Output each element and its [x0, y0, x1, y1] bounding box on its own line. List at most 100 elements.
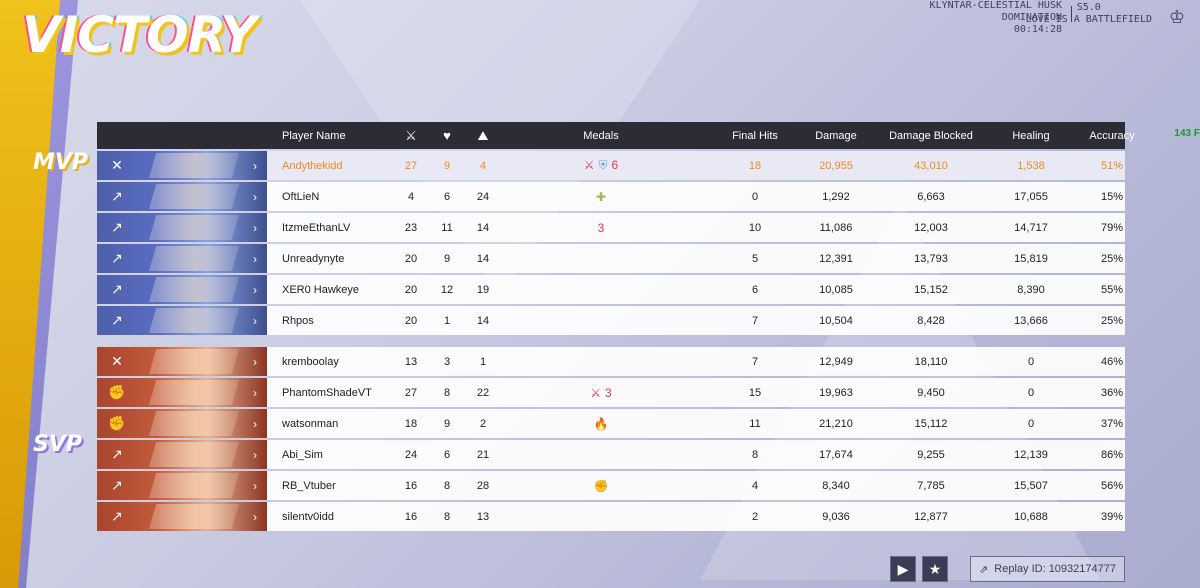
hero-portrait[interactable]: ↗ ›	[97, 440, 267, 469]
player-name: Rhpos	[282, 314, 314, 327]
hero-portrait[interactable]: ↗ ›	[97, 275, 267, 304]
player-row[interactable]: ↗ › ItzmeEthanLV 23 11 14 3 10 11,086 12,003 14,71…	[97, 213, 1125, 242]
chevron-right-icon: ›	[253, 189, 257, 204]
final-hits-value: 0	[751, 190, 759, 203]
hero-image	[149, 277, 239, 302]
hero-portrait[interactable]: ↗ ›	[97, 502, 267, 531]
damage-blocked-value: 15,112	[914, 417, 948, 430]
role-icon: ↗	[111, 508, 123, 524]
hero-image	[149, 473, 239, 498]
healing-value: 15,507	[1014, 479, 1048, 492]
deaths-value: 8	[443, 386, 451, 399]
kills-value: 20	[404, 314, 418, 327]
hero-portrait[interactable]: ✊ ›	[97, 378, 267, 407]
healing-value: 10,688	[1014, 510, 1048, 523]
player-row[interactable]: ↗ › Unreadynyte 20 9 14 5 12,391 13,793 15,819 25%	[97, 244, 1125, 273]
medals: 🔥	[501, 417, 701, 431]
share-icon: ⇗	[979, 563, 989, 576]
deaths-value: 6	[443, 448, 451, 461]
hero-portrait[interactable]: ↗ ›	[97, 213, 267, 242]
medal-icon: 6	[611, 158, 619, 172]
assists-value: 24	[476, 190, 490, 203]
medal-icon: ⚔	[583, 158, 595, 172]
bottom-bar: ▶ ★ ⇗ Replay ID: 10932174777	[890, 556, 1125, 582]
scoreboard-header: Player Name ⚔ ♥ ⛰ Medals Final Hits Dama…	[97, 122, 1135, 149]
damage-blocked-value: 15,152	[914, 283, 948, 296]
hero-portrait[interactable]: ✊ ›	[97, 409, 267, 438]
accuracy-value: 37%	[1100, 417, 1124, 430]
kills-value: 18	[404, 417, 418, 430]
svp-tag: SVP	[33, 432, 82, 457]
role-icon: ↗	[111, 188, 123, 204]
medal-icon: 3	[605, 385, 612, 400]
hero-portrait[interactable]: ✕ ›	[97, 347, 267, 376]
chevron-right-icon: ›	[253, 251, 257, 266]
damage-value: 19,963	[819, 386, 853, 399]
final-hits-value: 11	[749, 417, 761, 430]
damage-blocked-value: 7,785	[917, 479, 945, 492]
healing-value: 0	[1027, 417, 1035, 430]
healing-value: 0	[1027, 386, 1035, 399]
hero-image	[149, 504, 239, 529]
hero-image	[149, 215, 239, 240]
player-row[interactable]: ✕ › Andythekidd 27 9 4 ⚔ ⛨ 6 18 20,955 43,010 1,538 5…	[97, 151, 1125, 180]
healing-value: 1,538	[1017, 159, 1045, 172]
chevron-right-icon: ›	[253, 478, 257, 493]
chevron-right-icon: ›	[253, 385, 257, 400]
assists-value: 14	[476, 314, 490, 327]
hero-portrait[interactable]: ↗ ›	[97, 182, 267, 211]
favorite-button[interactable]: ★	[922, 556, 949, 582]
medal-icon: ✚	[595, 189, 607, 204]
accuracy-value: 25%	[1100, 314, 1124, 327]
match-info: KLYNTAR-CELESTIAL HUSK DOMINATION 00:14:…	[930, 0, 1062, 36]
deaths-value: 11	[441, 221, 453, 234]
damage-value: 12,949	[819, 355, 853, 368]
hero-portrait[interactable]: ↗ ›	[97, 306, 267, 335]
hero-portrait[interactable]: ✕ ›	[97, 151, 267, 180]
player-row[interactable]: ✕ › kremboolay 13 3 1 7 12,949 18,110 0 46%	[97, 347, 1125, 376]
kills-value: 27	[404, 159, 418, 172]
player-name: kremboolay	[282, 355, 339, 368]
chevron-right-icon: ›	[253, 416, 257, 431]
role-icon: ↗	[111, 446, 123, 462]
player-row[interactable]: ✊ › PhantomShadeVT 27 8 22 ⚔ 3 15 19,963 9,450 0 36%	[97, 378, 1125, 407]
play-button[interactable]: ▶	[890, 556, 917, 582]
assists-value: 14	[476, 252, 490, 265]
header-medals: Medals	[583, 129, 619, 142]
final-hits-value: 18	[748, 159, 762, 172]
divider	[1071, 6, 1072, 22]
healing-value: 17,055	[1014, 190, 1048, 203]
medals: ⚔ ⛨ 6	[501, 158, 701, 173]
player-row[interactable]: ↗ › silentv0idd 16 8 13 2 9,036 12,877 10,688 39%	[97, 502, 1125, 531]
season-name: LOVE IS A BATTLEFIELD	[1025, 14, 1152, 25]
player-row[interactable]: ↗ › RB_Vtuber 16 8 28 ✊ 4 8,340 7,785 15,507 56%	[97, 471, 1125, 500]
medals: ✚	[501, 190, 701, 204]
star-icon: ★	[928, 560, 942, 577]
accuracy-value: 36%	[1100, 386, 1124, 399]
hero-image	[149, 308, 239, 333]
deaths-value: 8	[443, 479, 451, 492]
kills-value: 16	[404, 510, 418, 523]
hero-portrait[interactable]: ↗ ›	[97, 244, 267, 273]
header-damage-blocked: Damage Blocked	[889, 129, 973, 142]
damage-value: 17,674	[819, 448, 853, 461]
player-row[interactable]: ↗ › XER0 Hawkeye 20 12 19 6 10,085 15,152 8,390 55…	[97, 275, 1125, 304]
player-name: watsonman	[282, 417, 339, 430]
hero-portrait[interactable]: ↗ ›	[97, 471, 267, 500]
team-blue: ✕ › Andythekidd 27 9 4 ⚔ ⛨ 6 18 20,955 43,010 1,538 5…	[97, 151, 1125, 335]
header-final-hits: Final Hits	[732, 129, 778, 142]
assists-value: 14	[476, 221, 490, 234]
deaths-value: 9	[443, 159, 451, 172]
player-row[interactable]: ↗ › Abi_Sim 24 6 21 8 17,674 9,255 12,139 86%	[97, 440, 1125, 469]
replay-id-button[interactable]: ⇗ Replay ID: 10932174777	[970, 556, 1125, 582]
player-row[interactable]: ↗ › OftLieN 4 6 24 ✚ 0 1,292 6,663 17,055 15%	[97, 182, 1125, 211]
victory-title: VICTORY	[22, 6, 257, 64]
deaths-value: 8	[443, 510, 451, 523]
damage-blocked-value: 12,877	[914, 510, 948, 523]
player-row[interactable]: ↗ › Rhpos 20 1 14 7 10,504 8,428 13,666 25%	[97, 306, 1125, 335]
hero-image	[149, 153, 239, 178]
damage-blocked-value: 18,110	[914, 355, 948, 368]
medal-icon: ⚔	[590, 385, 602, 400]
player-row[interactable]: ✊ › watsonman 18 9 2 🔥 11 21,210 15,112 0 37%	[97, 409, 1125, 438]
player-name: OftLieN	[282, 190, 320, 203]
